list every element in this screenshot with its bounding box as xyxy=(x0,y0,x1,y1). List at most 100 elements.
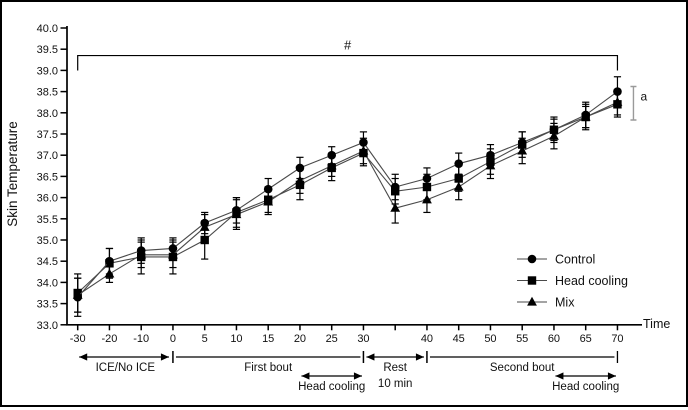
series-marker-control xyxy=(549,125,559,135)
y-tick-label: 36.5 xyxy=(37,171,58,183)
series-marker-control xyxy=(581,110,590,120)
skin-temperature-chart: 33.0 33.5 34.0 34.5 35.0 35.5 36.0 36.5 37.0 37.5… xyxy=(5,23,670,393)
series-marker-control xyxy=(327,150,337,160)
y-tick-label: 36.0 xyxy=(37,193,58,205)
legend-marker-head-cooling xyxy=(527,276,537,285)
x-tick-label: -20 xyxy=(101,333,117,345)
x-tick-label: 10 xyxy=(230,333,242,345)
y-tick-label: 35.0 xyxy=(37,235,58,247)
x-tick-label: -10 xyxy=(133,333,149,345)
legend-label-mix: Mix xyxy=(555,296,575,310)
x-tick-label: 30 xyxy=(357,333,369,345)
timeline-label: Rest xyxy=(383,362,407,374)
timeline-head-cooling: Head cooling xyxy=(298,372,365,393)
timeline-label: ICE/No ICE xyxy=(96,362,156,374)
arrowhead xyxy=(415,353,424,361)
x-tick-label: 65 xyxy=(580,333,592,345)
series-marker-control xyxy=(200,218,209,228)
x-tick-label: 20 xyxy=(294,333,306,345)
legend-item-mix: Mix xyxy=(517,296,575,310)
timeline-ice-no-ice: ICE/No ICE xyxy=(79,351,174,374)
data-series xyxy=(72,76,623,317)
hash-symbol: # xyxy=(344,38,352,53)
arrowhead xyxy=(366,353,375,361)
timeline-label: Head cooling xyxy=(298,381,365,393)
arrowhead xyxy=(353,372,362,380)
series-line-control xyxy=(77,91,618,298)
timeline-label: Second bout xyxy=(490,362,555,374)
x-tick-label: 25 xyxy=(326,333,338,345)
series-marker-control xyxy=(73,292,82,302)
y-tick-label: 39.5 xyxy=(37,44,58,56)
series-marker-control xyxy=(422,174,432,183)
series-marker-control xyxy=(232,206,241,215)
series-marker-control xyxy=(454,159,464,168)
timeline-head-cooling: Head cooling xyxy=(552,372,619,393)
series-marker-control xyxy=(517,138,527,147)
legend-item-head-cooling: Head cooling xyxy=(517,274,628,288)
series-marker-control xyxy=(295,163,305,173)
a-bracket xyxy=(630,85,637,121)
x-tick-label: 5 xyxy=(202,333,208,345)
y-tick-label: 38.0 xyxy=(37,108,58,120)
series-line-mix xyxy=(77,101,618,296)
series-head-cooling xyxy=(73,90,622,313)
arrowhead xyxy=(555,372,564,380)
y-tick-label: 38.5 xyxy=(37,87,58,99)
series-marker-control xyxy=(613,87,622,96)
significance-annotations: #a xyxy=(77,38,647,121)
series-mix xyxy=(72,88,623,313)
legend-label-control: Control xyxy=(555,253,595,267)
arrowhead xyxy=(607,372,616,380)
protocol-timeline: ICE/No ICE First bout Rest 10 min Second bou… xyxy=(79,351,619,393)
y-axis-title: Skin Temperature xyxy=(5,121,20,227)
a-label: a xyxy=(640,90,647,104)
hash-bracket xyxy=(77,54,619,71)
timeline-second-bout: Second bout xyxy=(426,351,619,374)
x-tick-label: 55 xyxy=(516,333,528,345)
legend-marker-control xyxy=(527,254,537,264)
series-marker-head-cooling xyxy=(200,235,209,245)
arrowhead xyxy=(160,353,169,361)
y-tick-label: 34.5 xyxy=(37,256,58,268)
series-marker-mix xyxy=(390,203,401,212)
series-marker-head-cooling xyxy=(454,174,463,183)
x-tick-label: 45 xyxy=(453,333,465,345)
series-control xyxy=(73,76,622,317)
series-marker-control xyxy=(263,184,273,194)
x-tick-label: 40 xyxy=(421,333,433,345)
series-marker-head-cooling xyxy=(295,180,305,190)
arrowhead xyxy=(79,353,88,361)
legend-marker-mix xyxy=(527,296,537,306)
x-tick-label: 0 xyxy=(170,333,176,345)
y-tick-label: 34.0 xyxy=(37,277,58,289)
y-tick-label: 37.0 xyxy=(37,150,58,162)
y-tick-label: 33.0 xyxy=(37,320,58,332)
timeline-rest: Rest 10 min xyxy=(362,351,428,390)
series-marker-control xyxy=(105,256,114,266)
y-tick-label: 33.5 xyxy=(37,299,58,311)
legend-label-head-cooling: Head cooling xyxy=(555,274,628,288)
legend-item-control: Control xyxy=(517,253,595,267)
legend: Control Head cooling Mix xyxy=(517,253,628,310)
series-marker-control xyxy=(390,182,400,192)
axes: 33.0 33.5 34.0 34.5 35.0 35.5 36.0 36.5 37.0 37.5… xyxy=(37,23,642,345)
timeline-label: Head cooling xyxy=(552,381,619,393)
timeline-first-bout: First bout xyxy=(172,351,365,374)
x-tick-label: 70 xyxy=(611,333,623,345)
y-tick-label: 35.5 xyxy=(37,214,58,226)
series-line-head-cooling xyxy=(77,103,618,294)
timeline-label: 10 min xyxy=(378,378,413,390)
series-marker-control xyxy=(136,246,146,255)
series-marker-head-cooling xyxy=(327,163,336,173)
y-tick-label: 39.0 xyxy=(37,65,58,77)
x-axis-title: Time xyxy=(643,317,670,331)
y-tick-label: 40.0 xyxy=(37,23,58,35)
x-tick-label: -30 xyxy=(70,333,86,345)
series-marker-control xyxy=(168,244,178,253)
timeline-label: First bout xyxy=(244,362,293,374)
y-tick-label: 37.5 xyxy=(37,129,58,141)
arrowhead xyxy=(301,372,310,380)
x-tick-label: 15 xyxy=(262,333,274,345)
